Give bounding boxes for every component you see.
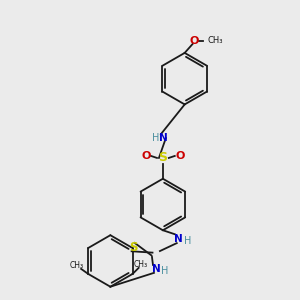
Text: CH₃: CH₃ [70,261,84,270]
Text: H: H [152,133,160,143]
Text: CH₃: CH₃ [134,260,148,269]
Text: H: H [184,236,191,246]
Text: CH₃: CH₃ [208,35,223,44]
Text: N: N [152,264,160,274]
Text: O: O [141,151,151,161]
Text: O: O [175,151,184,161]
Text: H: H [161,266,169,276]
Text: S: S [129,241,137,254]
Text: N: N [158,133,167,143]
Text: N: N [174,234,183,244]
Text: O: O [190,36,199,46]
Text: S: S [158,152,167,164]
